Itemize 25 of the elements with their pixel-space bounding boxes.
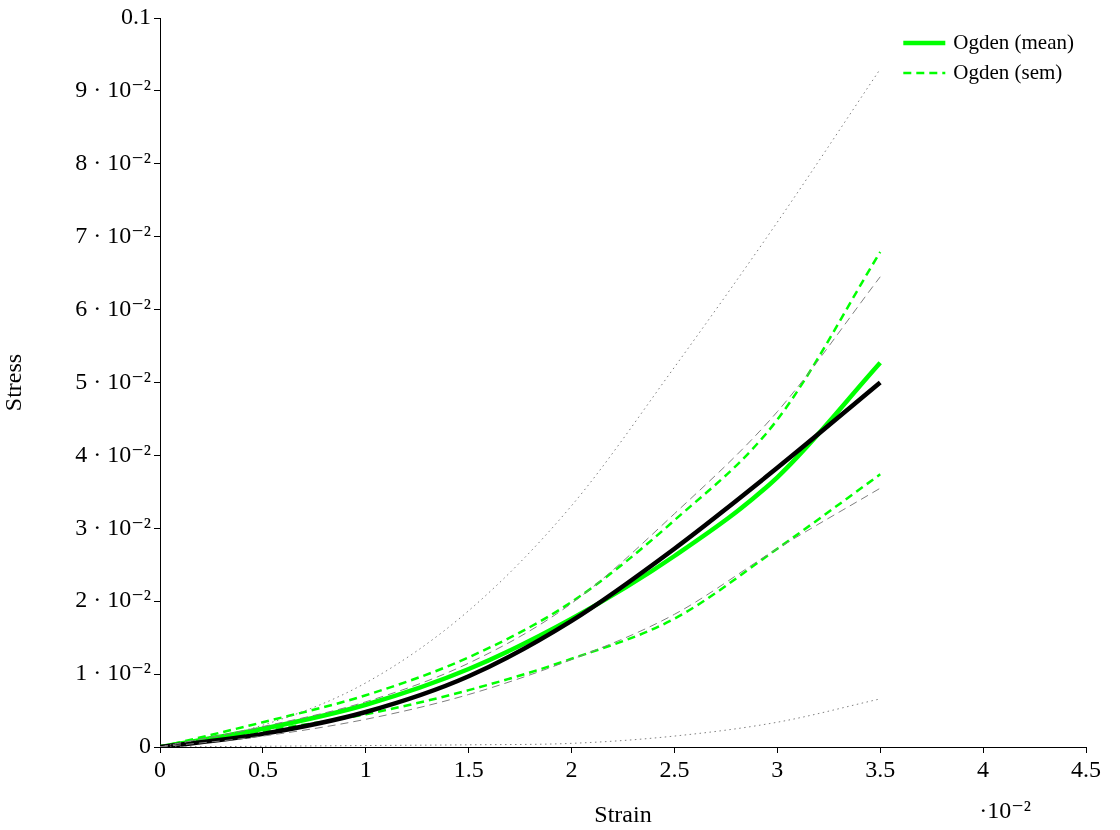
y-tick-label: 2 · 10⁻² — [75, 586, 151, 613]
x-tick-label: 0.5 — [247, 755, 278, 782]
y-tick-label: 9 · 10⁻² — [75, 76, 151, 103]
x-tick-label: 2 — [565, 755, 578, 782]
y-tick-label: 8 · 10⁻² — [75, 149, 151, 176]
x-tick-label: 3 — [771, 755, 784, 782]
x-tick-label: 1 — [359, 755, 372, 782]
x-tick-label: 2.5 — [659, 755, 690, 782]
y-tick-label: 3 · 10⁻² — [75, 513, 151, 540]
y-tick-label: 6 · 10⁻² — [75, 294, 151, 321]
y-tick-label: 4 · 10⁻² — [75, 440, 151, 467]
y-tick-label: 7 · 10⁻² — [75, 222, 151, 248]
text: ·10⁻² — [979, 797, 1031, 824]
x-tick-label: 3.5 — [865, 755, 896, 782]
x-tick-label: 1.5 — [453, 755, 484, 782]
y-tick-label: 5 · 10⁻² — [75, 367, 151, 394]
x-tick-label: 4 — [977, 755, 990, 782]
x-tick-label: 4.5 — [1071, 755, 1101, 782]
y-axis-title: Stress — [0, 353, 26, 412]
y-tick-label: 0.1 — [121, 3, 151, 30]
x-axis-title: Strain — [594, 800, 652, 827]
legend-label: Ogden (mean) — [953, 29, 1075, 54]
legend-label: Ogden (sem) — [953, 59, 1063, 84]
y-tick-label: 0 — [139, 732, 151, 759]
y-tick-label: 1 · 10⁻² — [75, 659, 151, 686]
